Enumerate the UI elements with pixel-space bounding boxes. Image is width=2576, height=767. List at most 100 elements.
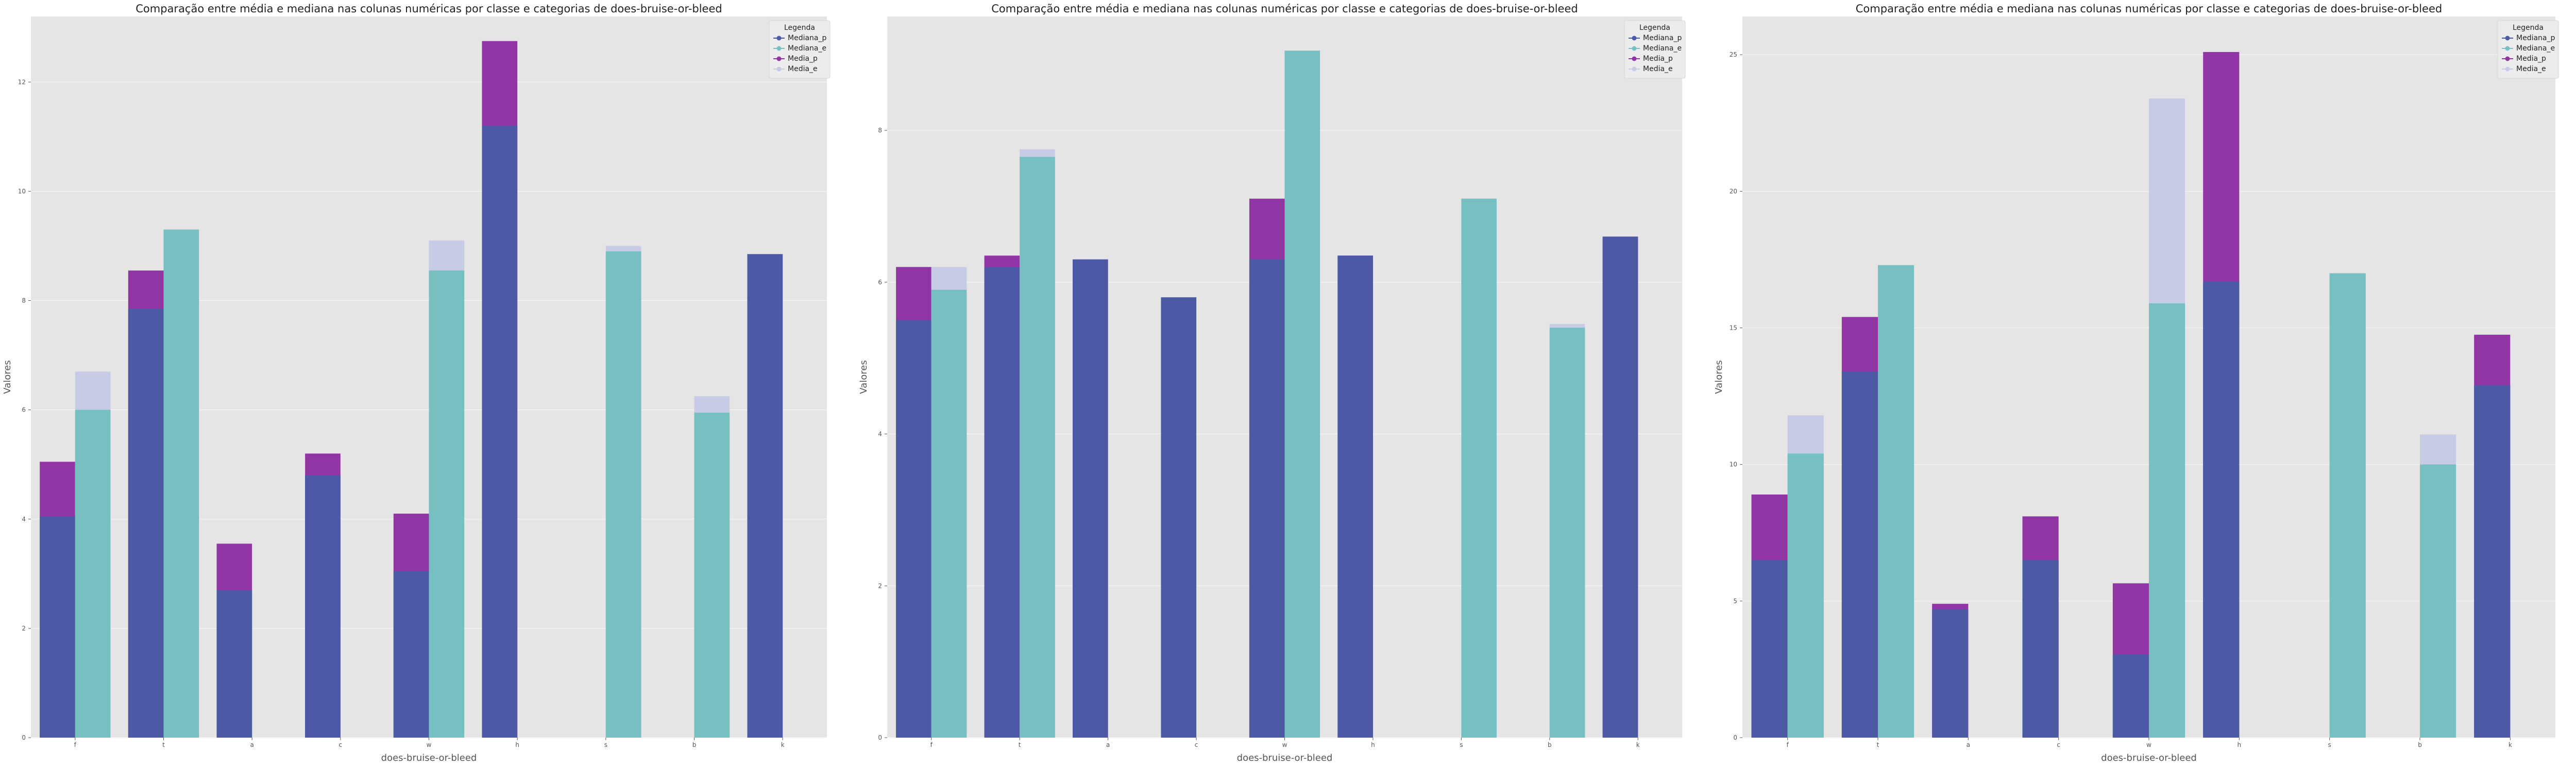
y-tick-label: 2: [22, 625, 26, 632]
bar-mediana-p-k: [747, 254, 783, 738]
legend-title: Legenda: [1639, 24, 1670, 32]
legend-swatch-marker: [776, 46, 782, 51]
legend-box: [1624, 20, 1686, 79]
legend-swatch-marker: [776, 66, 782, 72]
x-tick-label: f: [1787, 741, 1789, 748]
legend-swatch-marker: [776, 56, 782, 61]
x-tick-label: c: [2057, 741, 2060, 748]
bar-mediana-e-s: [1461, 198, 1497, 738]
bar-mediana-e-b: [694, 412, 730, 738]
legend-label: Mediana_e: [2516, 44, 2555, 53]
x-tick-label: t: [1877, 741, 1879, 748]
x-tick-label: k: [2509, 741, 2512, 748]
x-tick-label: a: [1967, 741, 1970, 748]
legend-swatch-marker: [1632, 36, 1637, 41]
bar-mediana-p-a: [216, 590, 252, 738]
x-tick-label: s: [604, 741, 607, 748]
bar-mediana-p-w: [1249, 259, 1285, 738]
bar-mediana-e-s: [2329, 273, 2366, 738]
bar-mediana-p-h: [2203, 281, 2240, 738]
legend: Legenda Mediana_p Mediana_e Media_p Media_e: [769, 20, 831, 79]
bar-mediana-p-k: [1602, 236, 1638, 738]
x-tick-label: s: [2328, 741, 2331, 748]
legend-title: Legenda: [2513, 24, 2544, 32]
x-tick-label: a: [1106, 741, 1110, 748]
legend-swatch-marker: [1632, 46, 1637, 51]
x-tick-label: w: [2146, 741, 2151, 748]
x-tick-label: k: [781, 741, 785, 748]
bar-mediana-p-t: [984, 267, 1020, 738]
legend-label: Mediana_e: [1643, 44, 1682, 53]
bar-mediana-e-b: [2420, 464, 2456, 738]
y-tick-label: 10: [18, 188, 26, 195]
bar-mediana-p-f: [40, 516, 75, 738]
x-tick-label: f: [74, 741, 77, 748]
y-tick-label: 6: [878, 279, 882, 286]
x-tick-label: s: [1460, 741, 1463, 748]
y-tick-label: 2: [878, 582, 882, 589]
chart-panel-3: 0 5 10 15 20 25 f t a c w h s b k Comparação entre médi…: [1714, 3, 2559, 763]
x-tick-label: t: [162, 741, 165, 748]
bar-mediana-e-b: [1549, 328, 1585, 738]
y-tick-label: 0: [1733, 734, 1737, 741]
y-tick-label: 20: [1730, 188, 1737, 195]
legend-label: Mediana_p: [1643, 34, 1682, 42]
legend-swatch-marker: [1632, 66, 1637, 72]
x-tick-label: h: [515, 741, 519, 748]
y-tick-label: 4: [22, 516, 26, 523]
x-tick-label: k: [1636, 741, 1640, 748]
chart-panel-1: 0 2 4 6 8 10 12 f t a c w h s b k Comparação entre média…: [2, 3, 831, 763]
x-tick-label: a: [250, 741, 253, 748]
legend-label: Mediana_e: [788, 44, 826, 53]
legend-label: Media_e: [2516, 65, 2546, 73]
bar-mediana-e-f: [931, 289, 967, 738]
x-axis-label: does-bruise-or-bleed: [381, 753, 477, 763]
x-tick-label: f: [930, 741, 933, 748]
bar-mediana-e-t: [1878, 265, 1914, 738]
x-tick-label: w: [427, 741, 432, 748]
legend-box: [2497, 20, 2559, 79]
x-tick-label: h: [2238, 741, 2242, 748]
legend-label: Media_e: [788, 65, 818, 73]
legend-swatch-marker: [2505, 46, 2510, 51]
bar-mediana-p-h: [1337, 255, 1373, 738]
legend-swatch-marker: [2505, 36, 2510, 41]
y-tick-label: 25: [1730, 51, 1737, 58]
bar-mediana-p-w: [2112, 654, 2149, 738]
x-axis-label: does-bruise-or-bleed: [1237, 753, 1333, 763]
y-tick-label: 12: [18, 78, 26, 86]
x-tick-label: c: [339, 741, 343, 748]
legend-label: Mediana_p: [2516, 34, 2555, 42]
legend-swatch-marker: [2505, 66, 2510, 72]
bar-mediana-p-c: [2022, 560, 2059, 738]
x-tick-label: b: [2418, 741, 2422, 748]
bar-mediana-p-t: [128, 309, 164, 738]
legend-box: [769, 20, 831, 79]
chart-title: Comparação entre média e mediana nas col…: [991, 3, 1578, 15]
x-tick-label: b: [692, 741, 697, 748]
bar-mediana-e-f: [1787, 453, 1824, 738]
y-axis-label: Valores: [858, 360, 869, 394]
y-tick-label: 10: [1730, 461, 1737, 468]
chart-title: Comparação entre média e mediana nas col…: [1856, 3, 2442, 15]
bar-mediana-e-t: [1020, 157, 1055, 738]
chart-panel-2: 0 2 4 6 8 f t a c w h s b k Comparação entre média e m…: [858, 3, 1686, 763]
x-tick-label: w: [1282, 741, 1287, 748]
y-axis-label: Valores: [1714, 360, 1724, 394]
legend-label: Media_e: [1643, 65, 1673, 73]
y-tick-label: 4: [878, 431, 882, 438]
legend-swatch-marker: [2505, 56, 2510, 61]
legend-title: Legenda: [784, 24, 815, 32]
x-tick-label: b: [1548, 741, 1552, 748]
y-tick-label: 15: [1730, 325, 1737, 332]
legend-label: Media_p: [2516, 55, 2546, 63]
bar-mediana-p-c: [1161, 297, 1197, 738]
bar-mediana-p-k: [2474, 385, 2511, 738]
bar-mediana-p-c: [305, 475, 341, 738]
y-tick-label: 0: [22, 734, 26, 741]
bar-mediana-p-w: [393, 571, 429, 738]
y-tick-label: 6: [22, 406, 26, 414]
bar-mediana-e-f: [75, 410, 111, 738]
chart-title: Comparação entre média e mediana nas col…: [135, 3, 722, 15]
